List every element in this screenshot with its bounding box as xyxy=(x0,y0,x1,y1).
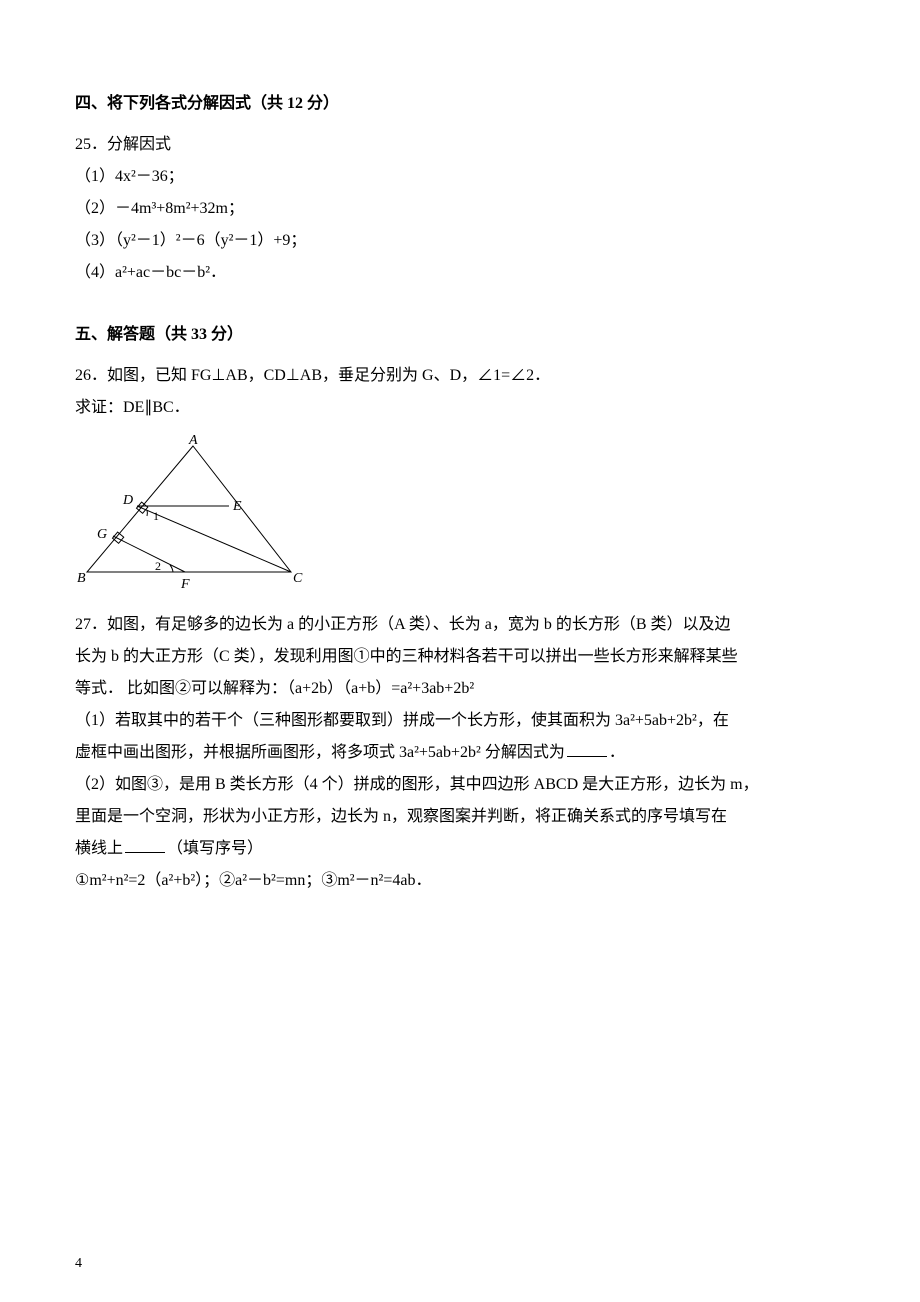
vertex-a-label: A xyxy=(188,434,198,448)
angle-1-label: 1 xyxy=(153,509,159,523)
section-5-header: 五、解答题（共 33 分） xyxy=(75,321,845,350)
vertex-c-label: C xyxy=(293,571,303,586)
q25-item-4: （4）a²+ac－bc－b²． xyxy=(75,257,845,289)
q27-line-7: 里面是一个空洞，形状为小正方形，边长为 n，观察图案并判断，将正确关系式的序号填… xyxy=(75,801,845,833)
q27-blank-2 xyxy=(125,837,165,853)
angle-2-label: 2 xyxy=(155,559,161,573)
q27-blank-2-suffix: （填写序号） xyxy=(167,840,263,857)
q27-line-2: 长为 b 的大正方形（C 类），发现利用图①中的三种材料各若干可以拼出一些长方形… xyxy=(75,641,845,673)
section-4-header: 四、将下列各式分解因式（共 12 分） xyxy=(75,90,845,119)
q27-line-5-text: 虚框中画出图形，并根据所画图形，将多项式 3a²+5ab+2b² 分解因式为 xyxy=(75,744,565,761)
q27-blank-1-suffix: ． xyxy=(609,744,625,761)
q27-blank-1 xyxy=(567,741,607,757)
q27-line-3: 等式． 比如图②可以解释为：（a+2b）（a+b）=a²+3ab+2b² xyxy=(75,673,845,705)
q27-line-6: （2）如图③，是用 B 类长方形（4 个）拼成的图形，其中四边形 ABCD 是大… xyxy=(75,769,845,801)
q27-line-8-text: 横线上 xyxy=(75,840,123,857)
q27-line-9: ①m²+n²=2（a²+b²）；②a²－b²=mn；③m²－n²=4ab． xyxy=(75,865,845,897)
vertex-f-label: F xyxy=(180,577,190,592)
q25-item-1: （1）4x²－36； xyxy=(75,161,845,193)
vertex-b-label: B xyxy=(77,571,86,586)
q25-item-3: （3）（y²－1）²－6（y²－1）+9； xyxy=(75,225,845,257)
page-number: 4 xyxy=(75,1256,82,1272)
q26-line-2: 求证：DE∥BC． xyxy=(75,392,845,424)
q25-item-2: （2）－4m³+8m²+32m； xyxy=(75,193,845,225)
q26-line-1: 26．如图，已知 FG⊥AB，CD⊥AB，垂足分别为 G、D，∠1=∠2． xyxy=(75,360,845,392)
vertex-e-label: E xyxy=(232,499,242,514)
q27-line-8: 横线上 （填写序号） xyxy=(75,833,845,865)
vertex-g-label: G xyxy=(97,527,107,542)
vertex-d-label: D xyxy=(122,493,133,508)
q25-title: 25．分解因式 xyxy=(75,129,845,161)
q27-line-4: （1）若取其中的若干个（三种图形都要取到）拼成一个长方形，使其面积为 3a²+5… xyxy=(75,705,845,737)
q26-figure: A D E G B F C 1 2 xyxy=(75,434,845,599)
q27-line-1: 27．如图，有足够多的边长为 a 的小正方形（A 类）、长为 a，宽为 b 的长… xyxy=(75,609,845,641)
q27-line-5: 虚框中画出图形，并根据所画图形，将多项式 3a²+5ab+2b² 分解因式为 ． xyxy=(75,737,845,769)
